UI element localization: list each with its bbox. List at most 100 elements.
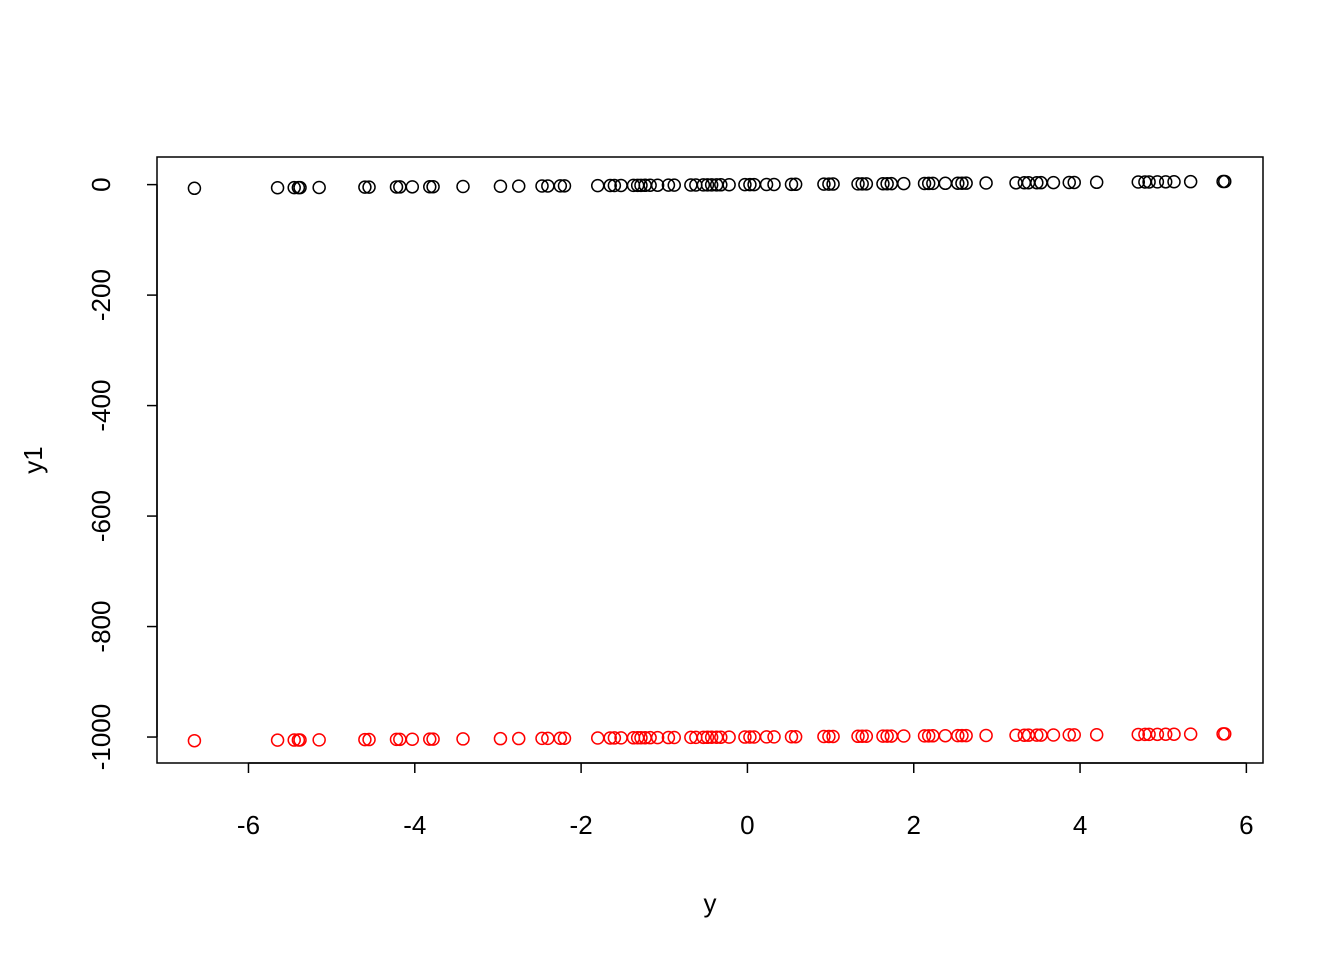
- data-point: [1067, 175, 1081, 190]
- data-point: [759, 177, 774, 192]
- data-point: [634, 730, 648, 745]
- data-point: [187, 181, 202, 196]
- data-point: [859, 729, 874, 743]
- data-point: [650, 178, 665, 192]
- series-1: [187, 174, 1232, 196]
- data-point: [1030, 728, 1044, 742]
- x-tick-label: 4: [1073, 810, 1087, 840]
- data-point: [822, 177, 836, 191]
- data-point: [859, 177, 874, 191]
- y-tick-label: 0: [86, 177, 116, 191]
- data-point: [1158, 175, 1173, 189]
- data-point: [938, 176, 953, 191]
- data-point: [1046, 728, 1061, 742]
- data-point: [851, 177, 865, 191]
- data-point: [358, 180, 372, 194]
- data-point: [553, 731, 568, 746]
- data-point: [607, 731, 622, 745]
- data-point: [817, 729, 831, 744]
- data-point: [667, 178, 681, 192]
- data-point: [959, 728, 973, 743]
- data-point: [714, 730, 728, 744]
- data-point: [423, 732, 437, 746]
- data-point: [1089, 727, 1104, 742]
- y-tick-label: -200: [86, 269, 116, 321]
- data-point: [557, 731, 572, 746]
- data-point: [603, 178, 617, 193]
- x-tick-label: -4: [403, 810, 426, 840]
- x-tick-label: -6: [237, 810, 260, 840]
- data-point: [855, 729, 869, 744]
- data-point: [897, 176, 911, 191]
- data-point: [535, 731, 549, 746]
- data-point: [704, 178, 719, 192]
- data-point: [855, 177, 869, 191]
- data-point: [722, 177, 736, 192]
- data-point: [270, 733, 285, 747]
- x-tick-label: 0: [740, 810, 754, 840]
- data-point: [603, 731, 617, 745]
- y-tick-label: -600: [86, 490, 116, 542]
- data-point: [767, 177, 781, 192]
- data-point: [876, 176, 890, 191]
- data-point: [1131, 727, 1146, 742]
- data-point: [788, 729, 803, 744]
- plot-frame: [156, 156, 1264, 764]
- data-point: [951, 176, 965, 190]
- data-point: [979, 728, 993, 743]
- data-point: [696, 730, 711, 745]
- data-point: [826, 177, 840, 191]
- x-axis: -6 -4 -2 0 2 4 6: [237, 762, 1254, 840]
- data-point: [788, 177, 803, 192]
- data-point: [826, 729, 840, 744]
- data-point: [553, 179, 568, 193]
- data-point: [312, 733, 326, 747]
- x-tick-label: 2: [907, 810, 921, 840]
- data-point: [1030, 175, 1044, 190]
- data-point: [784, 729, 799, 744]
- data-point: [634, 178, 648, 193]
- data-point: [426, 179, 440, 194]
- data-point: [1183, 727, 1198, 741]
- data-point: [293, 733, 307, 747]
- data-point: [187, 733, 202, 748]
- data-point: [362, 732, 376, 747]
- data-point: [921, 176, 936, 191]
- data-point: [880, 176, 894, 191]
- data-point: [493, 179, 508, 194]
- data-point: [511, 731, 526, 746]
- data-point: [661, 730, 676, 745]
- data-point: [1046, 175, 1061, 190]
- data-point: [951, 728, 965, 743]
- data-point: [643, 730, 657, 745]
- data-point: [1150, 727, 1165, 742]
- data-point: [722, 730, 736, 744]
- data-point: [817, 177, 831, 191]
- data-point: [704, 730, 719, 745]
- x-tick-label: -2: [570, 810, 593, 840]
- data-point: [661, 178, 676, 192]
- y-tick-label: -400: [86, 380, 116, 432]
- data-point: [389, 180, 404, 194]
- data-point: [405, 732, 420, 747]
- data-point: [590, 731, 605, 745]
- x-tick-label: 6: [1239, 810, 1253, 840]
- data-point: [643, 178, 657, 193]
- data-point: [955, 728, 969, 743]
- data-point: [738, 730, 752, 744]
- data-point: [557, 179, 572, 193]
- y-tick-label: -1000: [86, 704, 116, 771]
- data-point: [287, 733, 301, 747]
- data-point: [362, 180, 376, 194]
- data-point: [456, 179, 470, 194]
- data-point: [938, 728, 953, 743]
- data-point: [822, 729, 836, 744]
- data-point: [921, 729, 936, 743]
- data-point: [607, 178, 622, 193]
- data-point: [696, 178, 711, 192]
- data-point: [897, 729, 911, 743]
- data-point: [1183, 174, 1198, 189]
- data-point: [851, 729, 865, 744]
- data-point: [1131, 175, 1146, 189]
- x-axis-label: y: [704, 888, 717, 918]
